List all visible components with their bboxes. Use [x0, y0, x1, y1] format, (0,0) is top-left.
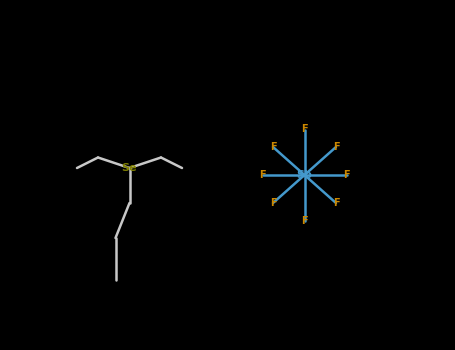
Text: F: F: [343, 170, 350, 180]
Text: F: F: [333, 142, 339, 152]
Text: F: F: [301, 125, 308, 134]
Text: Se: Se: [122, 163, 137, 173]
Text: F: F: [333, 198, 339, 208]
Text: Sb: Sb: [297, 170, 313, 180]
Text: F: F: [259, 170, 266, 180]
Text: F: F: [301, 216, 308, 225]
Text: F: F: [270, 142, 276, 152]
Text: F: F: [270, 198, 276, 208]
